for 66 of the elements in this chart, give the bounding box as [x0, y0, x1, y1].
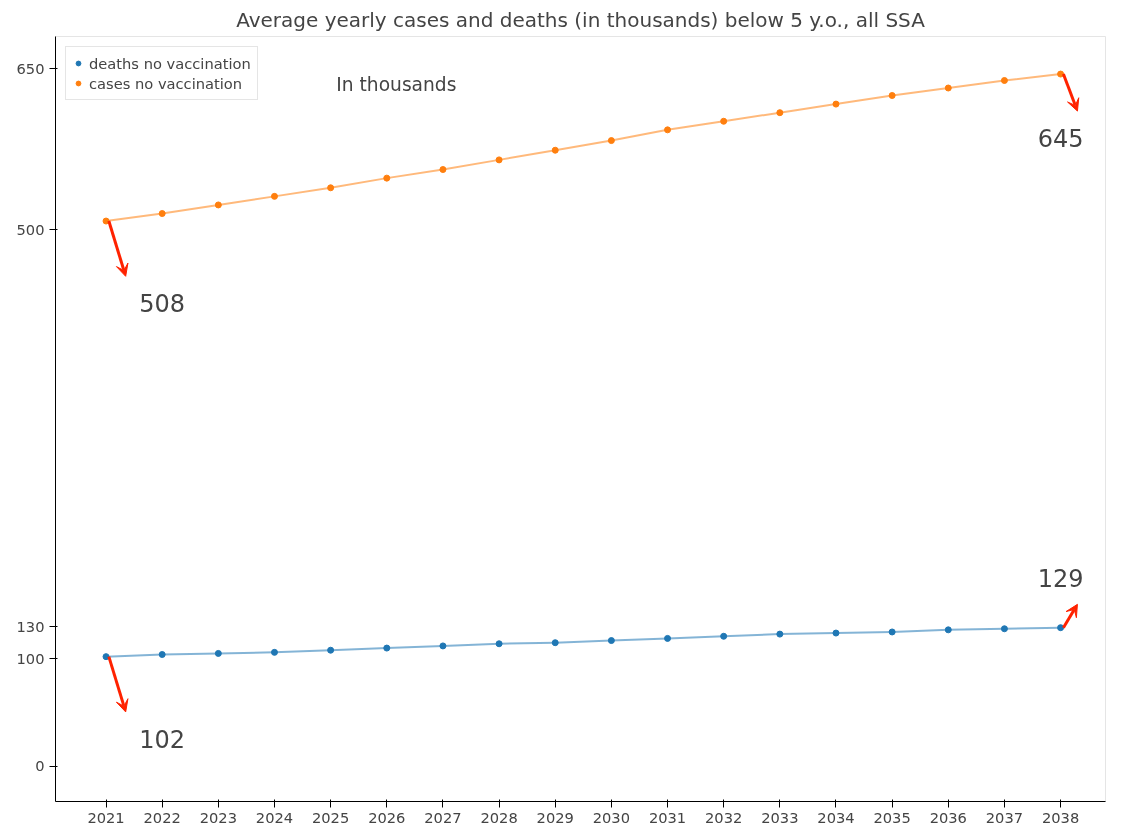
data-label: 645: [1037, 124, 1084, 153]
point: [551, 639, 559, 647]
x-tick-label: 2034: [817, 808, 855, 826]
chart-title: Average yearly cases and deaths (in thousands) below 5 y.o., all SSA: [236, 7, 926, 32]
point: [439, 166, 447, 174]
point: [720, 117, 728, 125]
x-tick-label: 2037: [985, 808, 1024, 826]
x-tick-label: 2030: [592, 808, 631, 826]
point: [495, 156, 503, 164]
point: [888, 92, 896, 100]
point: [551, 146, 559, 154]
x-tick-label: 2024: [255, 808, 294, 826]
x-tick-label: 2038: [1041, 808, 1080, 826]
y-tick-label: 130: [16, 617, 45, 635]
point: [270, 192, 278, 200]
x-tick-label: 2023: [199, 808, 237, 826]
x-tick-label: 2021: [87, 808, 125, 826]
x-tick-label: 2033: [761, 808, 799, 826]
x-tick-label: 2026: [368, 808, 406, 826]
point: [1000, 77, 1008, 84]
point: [832, 629, 840, 637]
point: [383, 174, 391, 182]
x-tick-label: 2027: [424, 808, 462, 826]
x-tick-label: 2028: [480, 808, 518, 826]
point: [439, 642, 447, 650]
x-tick-label: 2029: [536, 808, 574, 826]
point: [607, 637, 615, 645]
point: [944, 84, 952, 92]
point: [495, 640, 503, 648]
x-tick-label: 2035: [873, 808, 911, 826]
point: [776, 630, 784, 638]
point: [888, 628, 896, 636]
point: [664, 126, 672, 134]
x-tick-label: 2032: [705, 808, 743, 826]
y-tick-label: 500: [16, 220, 45, 238]
point: [944, 626, 952, 634]
point: [1057, 624, 1065, 632]
point: [158, 651, 166, 658]
point: [327, 184, 335, 192]
data-label: 102: [139, 725, 186, 754]
point: [720, 632, 728, 640]
x-tick-label: 2022: [143, 808, 181, 826]
legend-label: cases no vaccination: [89, 74, 243, 92]
point: [776, 109, 784, 117]
point: [1000, 625, 1008, 633]
legend-label: deaths no vaccination: [89, 54, 251, 72]
point: [214, 649, 222, 657]
annotation: In thousands: [336, 74, 457, 96]
point: [102, 653, 110, 661]
data-label: 508: [139, 290, 186, 319]
point: [270, 648, 278, 656]
x-tick-label: 2025: [311, 808, 350, 826]
point: [607, 137, 615, 145]
point: [102, 217, 110, 225]
point: [214, 201, 222, 209]
point: [327, 646, 335, 654]
point: [832, 100, 840, 108]
y-tick-label: 100: [16, 649, 45, 667]
y-tick-label: 0: [35, 757, 45, 775]
y-tick-label: 650: [16, 59, 45, 77]
data-label: 129: [1037, 564, 1084, 593]
point: [158, 210, 166, 218]
x-tick-label: 2036: [929, 808, 967, 826]
point: [383, 644, 391, 652]
x-tick-label: 2031: [648, 808, 687, 826]
point: [664, 634, 672, 642]
